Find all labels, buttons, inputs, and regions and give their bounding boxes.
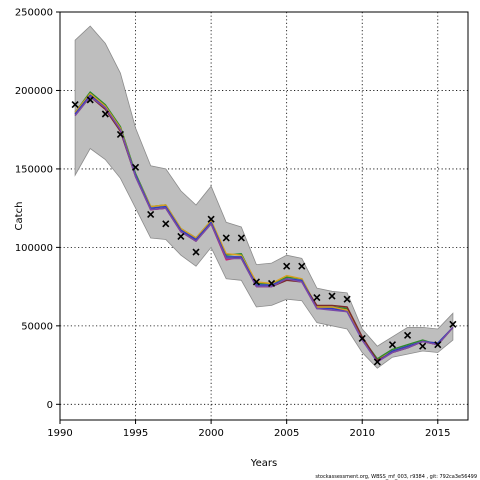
observed-point — [116, 130, 125, 138]
x-axis-title: Years — [250, 458, 277, 469]
observed-points-layer — [71, 96, 457, 366]
y-tick-label: 150000 — [15, 164, 53, 175]
observed-point — [192, 248, 200, 256]
observed-point — [328, 292, 336, 300]
observed-point — [71, 101, 79, 109]
observed-point — [434, 341, 442, 349]
observed-point — [403, 331, 412, 339]
observed-point — [101, 110, 109, 118]
x-tick-label: 1995 — [123, 428, 148, 439]
observed-point — [343, 295, 351, 303]
x-tick-label: 2015 — [425, 428, 450, 439]
series-lines-layer — [74, 91, 454, 363]
observed-point — [252, 278, 261, 286]
observed-point — [131, 163, 140, 171]
y-tick-label: 100000 — [15, 243, 53, 254]
observed-point — [267, 279, 276, 288]
observed-point — [313, 294, 321, 302]
plot-frame — [59, 11, 469, 421]
observed-point — [449, 320, 457, 328]
observed-point — [358, 334, 366, 342]
x-tick-label: 1990 — [47, 428, 72, 439]
y-tick-label: 250000 — [15, 8, 53, 19]
observed-point — [207, 215, 215, 223]
observed-point — [388, 341, 397, 349]
observed-point — [222, 234, 230, 242]
observed-point — [283, 262, 291, 270]
observed-point — [177, 232, 185, 240]
y-tick-label: 200000 — [15, 86, 53, 97]
observed-point — [237, 234, 245, 242]
observed-point — [147, 210, 155, 218]
axes: 1990 1995 2000 2005 2010 2015 0 50000 100000 1500… — [15, 8, 451, 440]
footer-text: stockassessment.org, WBSS_mf_003, r9384 … — [315, 474, 477, 480]
observed-point — [298, 262, 306, 270]
observed-point — [162, 220, 170, 228]
observed-point — [373, 358, 381, 366]
observed-point — [86, 96, 94, 104]
confidence-band — [74, 25, 454, 369]
y-tick-label: 50000 — [21, 321, 53, 332]
observed-point — [419, 342, 427, 350]
x-tick-label: 2010 — [349, 428, 374, 439]
x-tick-label: 2005 — [274, 428, 299, 439]
x-tick-label: 2000 — [198, 428, 223, 439]
confidence-band-layer — [74, 25, 454, 369]
series-line-6 — [74, 95, 454, 363]
y-tick-label: 0 — [47, 400, 53, 411]
y-axis-title: Catch — [14, 202, 25, 231]
